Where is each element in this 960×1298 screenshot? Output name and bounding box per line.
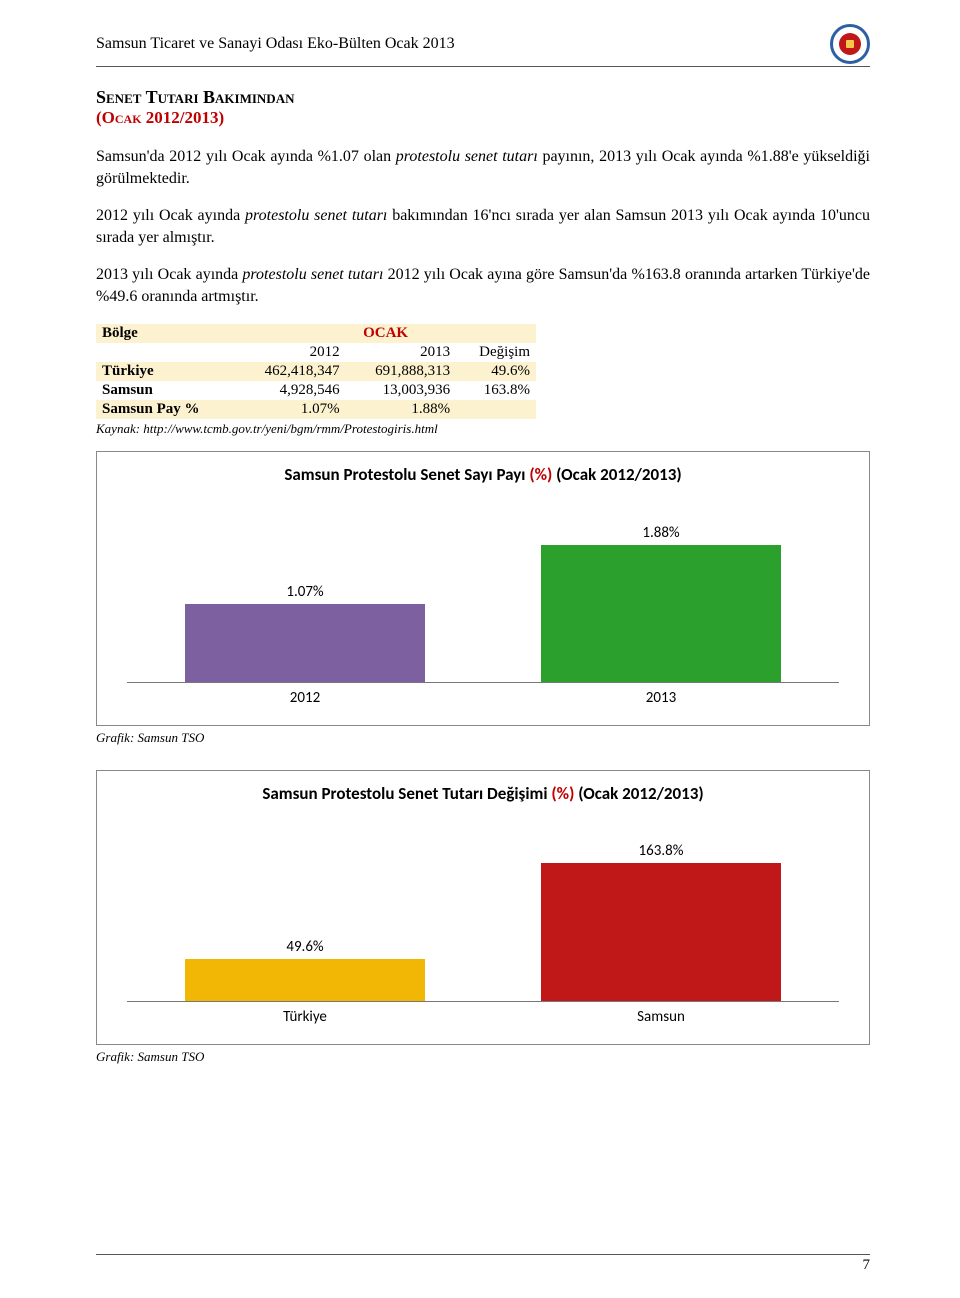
section-subheading: (Ocak 2012/2013): [96, 108, 870, 128]
cell: 49.6%: [456, 362, 536, 381]
cell: 13,003,936: [346, 381, 457, 400]
bar: [185, 604, 425, 682]
chart-plot: 1.07% 1.88%: [127, 493, 839, 683]
col-region: Bölge: [96, 324, 235, 343]
text: Samsun'da 2012 yılı Ocak ayında %1.07 ol…: [96, 148, 396, 165]
cell: [456, 400, 536, 419]
text-highlight: (%): [529, 464, 556, 485]
text: (Ocak 2012/2013): [578, 783, 703, 804]
cell: 1.07%: [235, 400, 346, 419]
col-2013: 2013: [346, 343, 457, 362]
blank-cell: [96, 343, 235, 362]
paragraph-2: 2012 yılı Ocak ayında protestolu senet t…: [96, 205, 870, 248]
emphasis: protestolu senet tutarı: [396, 148, 538, 165]
text-highlight: (%): [551, 783, 578, 804]
chart-title: Samsun Protestolu Senet Tutarı Değişimi …: [97, 771, 869, 804]
chart-plot: 49.6% 163.8%: [127, 812, 839, 1002]
chart-1: Samsun Protestolu Senet Sayı Payı (%) (O…: [96, 451, 870, 726]
x-tick: Samsun: [483, 1008, 839, 1026]
col-change: Değişim: [456, 343, 536, 362]
row-label: Türkiye: [96, 362, 235, 381]
bar-value-label: 163.8%: [639, 842, 684, 860]
x-tick: Türkiye: [127, 1008, 483, 1026]
emphasis: protestolu senet tutarı: [245, 207, 387, 224]
page-number: 7: [96, 1254, 870, 1274]
page-header: Samsun Ticaret ve Sanayi Odası Eko-Bülte…: [96, 24, 870, 67]
table-row: Türkiye 462,418,347 691,888,313 49.6%: [96, 362, 536, 381]
row-label: Samsun: [96, 381, 235, 400]
chart-caption: Grafik: Samsun TSO: [96, 730, 870, 746]
cell: 163.8%: [456, 381, 536, 400]
table-row: Samsun Pay % 1.07% 1.88%: [96, 400, 536, 419]
text: 2012 yılı Ocak ayında: [96, 207, 245, 224]
bar: [541, 545, 781, 682]
x-axis: 2012 2013: [127, 689, 839, 707]
cell: 4,928,546: [235, 381, 346, 400]
cell: 462,418,347: [235, 362, 346, 381]
header-text: Samsun Ticaret ve Sanayi Odası Eko-Bülte…: [96, 35, 455, 53]
page: Samsun Ticaret ve Sanayi Odası Eko-Bülte…: [0, 0, 960, 1298]
row-label: Samsun Pay %: [96, 400, 235, 419]
text: Samsun Protestolu Senet Sayı Payı: [284, 464, 529, 485]
bar-value-label: 49.6%: [286, 938, 323, 956]
cell: 1.88%: [346, 400, 457, 419]
cell: 691,888,313: [346, 362, 457, 381]
chart-2: Samsun Protestolu Senet Tutarı Değişimi …: [96, 770, 870, 1045]
paragraph-1: Samsun'da 2012 yılı Ocak ayında %1.07 ol…: [96, 146, 870, 189]
chart-caption: Grafik: Samsun TSO: [96, 1049, 870, 1065]
x-axis: Türkiye Samsun: [127, 1008, 839, 1026]
col-2012: 2012: [235, 343, 346, 362]
text: 2013 yılı Ocak ayında: [96, 266, 242, 283]
text: (Ocak 2012/2013): [556, 464, 681, 485]
logo-icon: [830, 24, 870, 64]
section-heading: Senet Tutari Bakimindan: [96, 87, 870, 108]
x-tick: 2013: [483, 689, 839, 707]
text: Samsun Protestolu Senet Tutarı Değişimi: [262, 783, 551, 804]
bar-value-label: 1.88%: [642, 524, 679, 542]
bar: [185, 959, 425, 1001]
bar-value-label: 1.07%: [286, 583, 323, 601]
x-tick: 2012: [127, 689, 483, 707]
chart-title: Samsun Protestolu Senet Sayı Payı (%) (O…: [97, 452, 869, 485]
paragraph-3: 2013 yılı Ocak ayında protestolu senet t…: [96, 264, 870, 307]
table-row: Samsun 4,928,546 13,003,936 163.8%: [96, 381, 536, 400]
bar: [541, 863, 781, 1001]
emphasis: protestolu senet tutarı: [242, 266, 383, 283]
data-table: Bölge OCAK 2012 2013 Değişim Türkiye 462…: [96, 324, 536, 419]
table-source: Kaynak: http://www.tcmb.gov.tr/yeni/bgm/…: [96, 421, 870, 437]
col-period: OCAK: [235, 324, 536, 343]
